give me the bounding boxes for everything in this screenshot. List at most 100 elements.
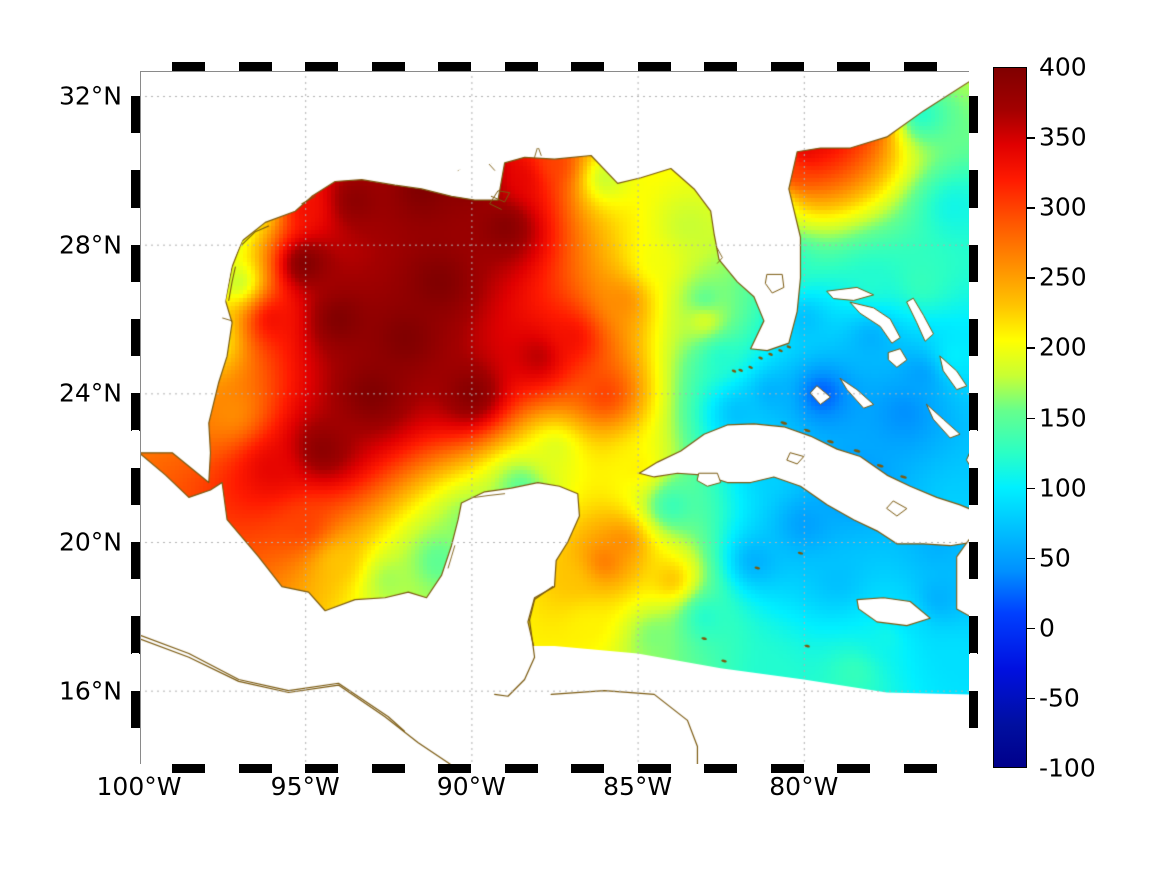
colorbar-tick-label-3: 250 — [1039, 262, 1087, 292]
frame-segment — [131, 467, 140, 505]
x-tick-label-0: 100°W — [96, 772, 182, 801]
frame-segment — [936, 764, 970, 773]
frame-segment — [139, 62, 173, 71]
frame-segment — [704, 764, 738, 773]
frame-segment — [238, 62, 272, 71]
frame-segment — [837, 764, 871, 773]
colorbar-tick-mark-2 — [1027, 207, 1035, 209]
frame-segment — [305, 62, 339, 71]
frame-segment — [131, 244, 140, 282]
map-frame-bottom — [139, 764, 970, 773]
frame-segment — [670, 62, 705, 71]
frame-segment — [305, 764, 339, 773]
x-tick-label-2: 90°W — [436, 772, 506, 801]
frame-segment — [571, 62, 605, 71]
colorbar-tick-mark-9 — [1027, 697, 1035, 700]
frame-segment — [131, 356, 140, 394]
frame-segment — [969, 244, 978, 282]
frame-segment — [271, 764, 306, 773]
colorbar-tick-label-0: 400 — [1039, 52, 1087, 82]
frame-segment — [969, 690, 978, 728]
frame-segment — [205, 764, 239, 773]
frame-segment — [504, 764, 538, 773]
frame-segment — [969, 653, 978, 691]
frame-segment — [131, 542, 140, 580]
colorbar-tick-label-1: 350 — [1039, 122, 1087, 152]
colorbar-tick-label-9: -50 — [1039, 683, 1080, 713]
map-plot-area[interactable] — [139, 70, 970, 765]
colorbar-tick-label-10: -100 — [1039, 753, 1096, 783]
frame-segment — [131, 579, 140, 617]
frame-segment — [969, 393, 978, 431]
frame-segment — [770, 764, 804, 773]
colorbar-tick-label-8: 0 — [1039, 613, 1055, 643]
frame-segment — [637, 62, 671, 71]
frame-segment — [271, 62, 306, 71]
map-frame-top — [139, 62, 970, 71]
frame-segment — [131, 319, 140, 357]
colorbar-tick-label-4: 200 — [1039, 332, 1087, 362]
map-frame-left — [131, 58, 140, 765]
frame-segment — [131, 393, 140, 431]
frame-segment — [131, 170, 140, 208]
frame-segment — [969, 542, 978, 580]
frame-segment — [571, 764, 605, 773]
frame-segment — [737, 62, 771, 71]
frame-segment — [172, 764, 206, 773]
frame-segment — [969, 616, 978, 654]
colorbar-tick-mark-5 — [1027, 417, 1035, 419]
frame-segment — [131, 281, 140, 319]
frame-segment — [969, 430, 978, 468]
colorbar-tick-label-7: 50 — [1039, 543, 1071, 573]
frame-segment — [338, 764, 372, 773]
frame-segment — [139, 764, 173, 773]
frame-segment — [969, 467, 978, 505]
x-tick-label-1: 95°W — [270, 772, 340, 801]
frame-segment — [371, 62, 405, 71]
colorbar-tick-mark-7 — [1027, 557, 1035, 560]
frame-segment — [969, 281, 978, 319]
frame-segment — [404, 62, 439, 71]
colorbar-tick-mark-3 — [1027, 277, 1035, 279]
frame-segment — [604, 62, 638, 71]
frame-segment — [870, 62, 904, 71]
y-tick-label-2: 24°N — [58, 378, 122, 408]
frame-segment — [870, 764, 904, 773]
frame-segment — [238, 764, 272, 773]
frame-segment — [936, 62, 970, 71]
frame-segment — [803, 764, 838, 773]
frame-segment — [803, 62, 838, 71]
colorbar-tick-label-6: 100 — [1039, 473, 1087, 503]
frame-segment — [969, 579, 978, 617]
frame-segment — [903, 764, 937, 773]
colorbar-tick-label-2: 300 — [1039, 192, 1087, 222]
frame-segment — [770, 62, 804, 71]
colorbar-gradient — [993, 67, 1027, 768]
frame-segment — [338, 62, 372, 71]
x-tick-label-4: 80°W — [769, 772, 839, 801]
frame-segment — [205, 62, 239, 71]
frame-segment — [371, 764, 405, 773]
frame-segment — [131, 133, 140, 171]
x-tick-label-3: 85°W — [603, 772, 673, 801]
gridline-layer — [139, 70, 970, 765]
frame-segment — [131, 207, 140, 245]
frame-segment — [637, 764, 671, 773]
colorbar-tick-mark-6 — [1027, 487, 1035, 490]
frame-segment — [131, 727, 140, 765]
colorbar-tick-mark-1 — [1027, 137, 1035, 139]
colorbar-tick-label-5: 150 — [1039, 403, 1087, 432]
frame-segment — [969, 170, 978, 208]
frame-segment — [131, 653, 140, 691]
colorbar-tick-mark-4 — [1027, 347, 1035, 349]
frame-segment — [438, 764, 472, 773]
colorbar[interactable]: 400 350 300 250 200 150 100 50 0 -50 -100 — [993, 53, 1096, 783]
frame-segment — [969, 504, 978, 542]
frame-segment — [969, 319, 978, 357]
frame-segment — [604, 764, 638, 773]
frame-segment — [537, 62, 572, 71]
frame-segment — [172, 62, 206, 71]
frame-segment — [131, 96, 140, 134]
